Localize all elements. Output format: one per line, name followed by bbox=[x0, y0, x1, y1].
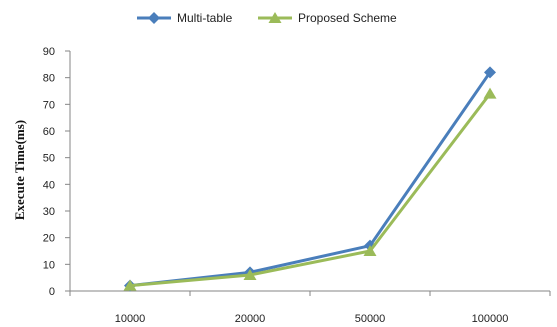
series-line bbox=[129, 71, 492, 288]
legend-marker bbox=[268, 12, 282, 23]
legend-label: Multi-table bbox=[177, 11, 233, 25]
data-point bbox=[484, 66, 496, 79]
y-tick-label: 90 bbox=[43, 46, 55, 58]
legend-item: Multi-table bbox=[137, 11, 233, 25]
legend-label: Proposed Scheme bbox=[298, 11, 397, 25]
data-point bbox=[483, 87, 497, 99]
x-tick-label: 50000 bbox=[355, 313, 386, 325]
y-axis-title: Execute Time(ms) bbox=[12, 120, 27, 220]
y-tick-label: 30 bbox=[43, 206, 55, 218]
legend-marker bbox=[148, 12, 160, 24]
chart-axes bbox=[69, 51, 550, 292]
series-2 bbox=[123, 87, 497, 291]
y-tick-label: 40 bbox=[43, 179, 55, 191]
y-tick-label: 60 bbox=[43, 126, 55, 138]
data-point bbox=[363, 245, 377, 256]
y-tick-label: 10 bbox=[43, 259, 55, 271]
series-1 bbox=[124, 66, 496, 292]
y-axis-ticks: 0 10 20 30 40 50 60 70 80 90 bbox=[43, 46, 70, 298]
chart-legend: Multi-table Proposed Scheme bbox=[137, 11, 397, 25]
chart-series bbox=[123, 66, 497, 292]
y-tick-label: 0 bbox=[49, 286, 55, 298]
data-point bbox=[123, 279, 137, 291]
x-tick-label: 20000 bbox=[235, 313, 266, 325]
x-axis-ticks: 10000 20000 50000 100000 bbox=[69, 291, 551, 325]
y-tick-label: 20 bbox=[43, 233, 55, 245]
y-tick-label: 80 bbox=[43, 73, 55, 85]
x-tick-label: 10000 bbox=[115, 313, 146, 325]
legend-item: Proposed Scheme bbox=[258, 11, 397, 25]
x-tick-label: 100000 bbox=[472, 313, 509, 325]
series-line bbox=[129, 92, 492, 288]
data-point bbox=[243, 269, 257, 280]
y-tick-label: 70 bbox=[43, 99, 55, 111]
y-tick-label: 50 bbox=[43, 153, 55, 165]
